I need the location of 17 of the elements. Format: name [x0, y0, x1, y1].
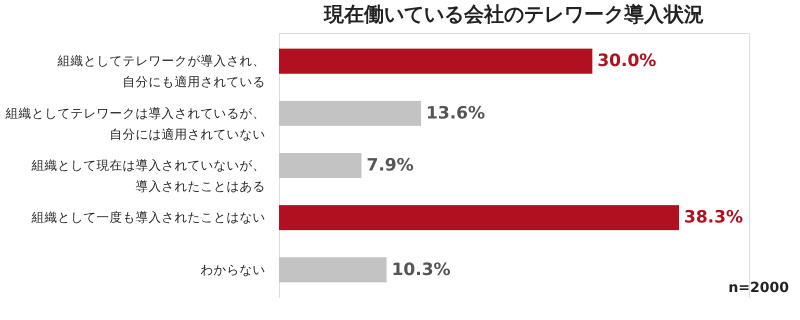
annotation: n=2000 [728, 280, 790, 296]
bar [279, 257, 387, 282]
bar [279, 48, 592, 74]
y-tick-label: 組織としてテレワークは導入されているが、自分には適用されていない [4, 105, 266, 142]
data-label: 10.3% [392, 260, 451, 280]
bar [279, 100, 422, 126]
bar [279, 152, 362, 178]
bar [279, 205, 680, 230]
y-tick-label: わからない [200, 262, 266, 277]
data-label: 7.9% [366, 156, 414, 176]
y-tick-label: 組織として一度も導入されたことはない [30, 210, 266, 225]
data-label: 13.6% [426, 103, 486, 124]
y-tick-label: 組織として現在は導入されていないが、導入されたことはある [30, 158, 266, 194]
y-tick-label: 組織としてテレワークが導入され、自分にも適用されている [56, 53, 266, 90]
data-label: 38.3% [684, 208, 744, 228]
data-label: 30.0% [597, 51, 656, 72]
chart-title: 現在働いている会社のテレワーク導入状況 [323, 2, 704, 26]
